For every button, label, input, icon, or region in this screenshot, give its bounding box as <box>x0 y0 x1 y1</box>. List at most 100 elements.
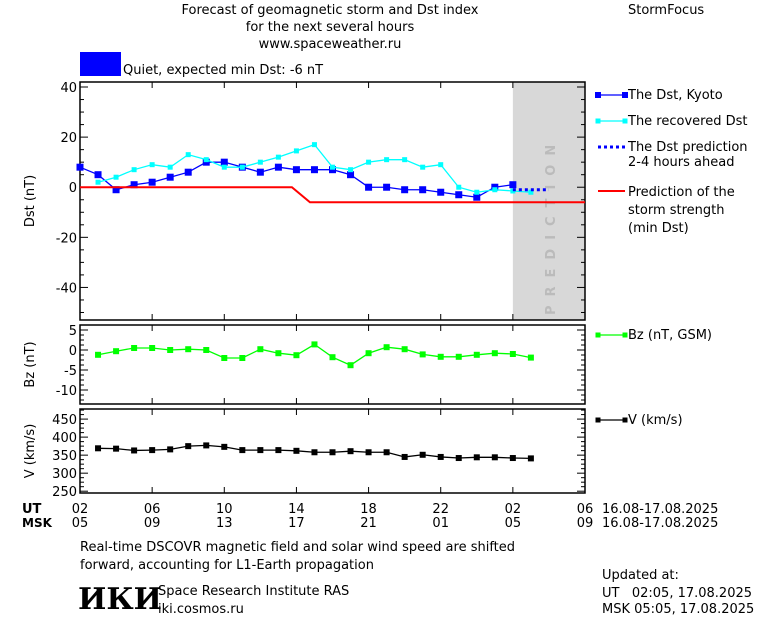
data-point <box>420 164 426 170</box>
data-point <box>221 443 228 450</box>
data-point <box>473 351 480 358</box>
y-tick-label: -40 <box>56 281 77 296</box>
x-tick-label: 06 <box>576 502 594 517</box>
data-point <box>329 354 336 361</box>
data-point <box>348 167 354 173</box>
data-point <box>437 188 445 196</box>
data-point <box>257 447 264 454</box>
legend-marker <box>622 118 628 124</box>
data-point <box>76 163 84 171</box>
data-point <box>473 454 480 461</box>
data-point <box>112 186 120 194</box>
data-point <box>456 184 462 190</box>
data-point <box>473 193 481 201</box>
prediction-label: PREDICTION <box>544 136 559 315</box>
data-point <box>491 454 498 461</box>
data-point <box>130 181 138 189</box>
institute-name: Space Research Institute RAS <box>158 584 350 599</box>
data-point <box>455 191 463 199</box>
y-tick-label: 300 <box>52 467 77 482</box>
data-point <box>383 183 391 191</box>
data-point <box>384 157 390 163</box>
data-point <box>509 351 516 357</box>
data-point <box>203 442 210 449</box>
data-point <box>203 347 210 353</box>
data-point <box>275 447 282 454</box>
legend-marker <box>595 332 601 338</box>
x-tick-label: 06 <box>143 502 161 517</box>
data-point <box>474 189 480 195</box>
y-tick-label: -10 <box>56 384 77 399</box>
data-point <box>185 346 192 353</box>
data-point <box>419 451 426 458</box>
data-point <box>347 171 355 179</box>
legend-marker <box>595 92 601 98</box>
data-point <box>437 353 444 360</box>
data-point <box>455 353 462 360</box>
data-point <box>257 346 264 353</box>
data-point <box>95 445 102 452</box>
data-point <box>113 174 119 180</box>
title-url[interactable]: www.spaceweather.ru <box>258 37 402 52</box>
data-point <box>167 164 173 170</box>
data-point <box>166 173 174 181</box>
legend-marker <box>595 417 601 423</box>
x-tick-label: 14 <box>288 502 305 517</box>
x-tick-label: 17 <box>288 516 305 531</box>
footer-note-2: forward, accounting for L1-Earth propaga… <box>80 558 374 573</box>
y-tick-label: 40 <box>60 81 77 96</box>
data-point <box>149 162 155 168</box>
data-point <box>220 158 228 166</box>
data-point <box>311 341 318 348</box>
data-point <box>365 183 373 191</box>
x-tick-label: 02 <box>71 502 89 517</box>
Dst-frame <box>79 81 586 321</box>
data-point <box>293 352 300 359</box>
x-tick-label: 05 <box>504 516 522 531</box>
data-point <box>131 167 137 173</box>
updated-ut: UT 02:05, 17.08.2025 <box>602 586 753 601</box>
legend-storm-strength: Prediction of the storm strength (min Ds… <box>628 185 735 236</box>
x-tick-label: 13 <box>216 516 233 531</box>
x-tick-label: 02 <box>504 502 522 517</box>
y-tick-label: 450 <box>52 413 77 428</box>
data-point <box>347 362 354 369</box>
data-point <box>113 445 120 452</box>
data-point <box>366 159 372 165</box>
data-point <box>184 168 192 176</box>
data-point <box>293 148 299 154</box>
x-tick-label: 05 <box>71 516 89 531</box>
legend-marker <box>622 92 628 98</box>
Bz-frame <box>79 324 586 405</box>
data-point <box>131 345 138 351</box>
data-point <box>329 449 336 456</box>
legend-bz: Bz (nT, GSM) <box>628 328 713 343</box>
data-point <box>203 157 209 163</box>
data-point <box>365 350 372 357</box>
y-axis-label: Dst (nT) <box>23 175 38 227</box>
data-point <box>401 453 408 460</box>
data-point <box>202 158 210 166</box>
institute-site[interactable]: iki.cosmos.ru <box>158 602 244 617</box>
series-line <box>80 186 585 204</box>
updated-msk: MSK 05:05, 17.08.2025 <box>602 602 755 617</box>
prediction-zone <box>512 82 585 320</box>
data-point <box>239 447 246 454</box>
data-point <box>383 344 390 351</box>
data-point <box>131 447 138 454</box>
y-tick-label: 20 <box>60 131 77 146</box>
data-point <box>509 181 517 189</box>
y-tick-label: 350 <box>52 449 77 464</box>
data-point <box>438 162 444 168</box>
status-text: Quiet, expected min Dst: -6 nT <box>123 63 324 78</box>
data-point <box>491 183 499 191</box>
data-point <box>437 453 444 460</box>
data-point <box>256 168 264 176</box>
data-point <box>311 142 317 148</box>
data-point <box>455 455 462 462</box>
data-point <box>402 157 408 163</box>
data-point <box>365 449 372 456</box>
footer-note-1: Real-time DSCOVR magnetic field and sola… <box>80 540 516 555</box>
y-tick-label: 5 <box>69 324 77 339</box>
legend-marker <box>595 118 601 124</box>
